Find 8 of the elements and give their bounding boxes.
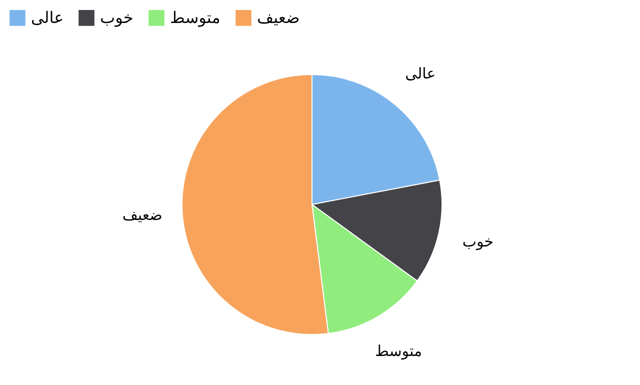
slice-label: ضعیف: [122, 206, 162, 224]
legend-label: عالی: [31, 8, 64, 27]
slice-label: خوب: [462, 232, 494, 251]
legend-label: خوب: [100, 8, 134, 27]
legend-label: ضعیف: [257, 8, 300, 27]
slice-label: متوسط: [374, 342, 422, 360]
slice-label: عالی: [405, 64, 436, 83]
legend-label: متوسط: [170, 8, 220, 27]
